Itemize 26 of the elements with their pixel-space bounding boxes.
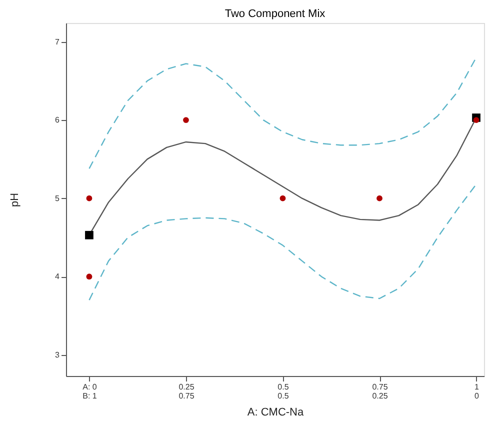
x-tick-label: A: 0: [82, 382, 98, 392]
y-tick-label: 3: [55, 350, 60, 360]
x2-tick-label: 0.75: [178, 392, 195, 400]
y-axis-title: pH: [9, 192, 22, 208]
x-tick-label: 1: [474, 382, 480, 392]
point: [376, 195, 382, 202]
chart-title: Two Component Mix: [224, 8, 326, 20]
x-tick-label: 0.25: [178, 382, 195, 392]
y-tick-label: 5: [55, 194, 60, 203]
x2-tick-label: 0: [474, 392, 480, 400]
x-tick-label: 0.75: [372, 382, 388, 392]
x-axis-title: A: CMC-Na: [247, 406, 304, 418]
point: [85, 230, 94, 240]
point: [86, 274, 92, 280]
x2-tick-label: 0.25: [372, 392, 388, 400]
line-series: [88, 184, 477, 301]
x-tick-label: 0.5: [278, 382, 290, 392]
point: [473, 117, 480, 124]
point: [183, 117, 189, 124]
x2-tick-label: B: 1: [82, 392, 98, 400]
point: [280, 195, 286, 202]
point: [86, 195, 92, 202]
y-tick-label: 7: [55, 37, 60, 46]
y-tick-label: 6: [55, 116, 60, 125]
y-tick-label: 4: [55, 272, 60, 282]
x2-tick-label: 0.5: [278, 392, 290, 400]
